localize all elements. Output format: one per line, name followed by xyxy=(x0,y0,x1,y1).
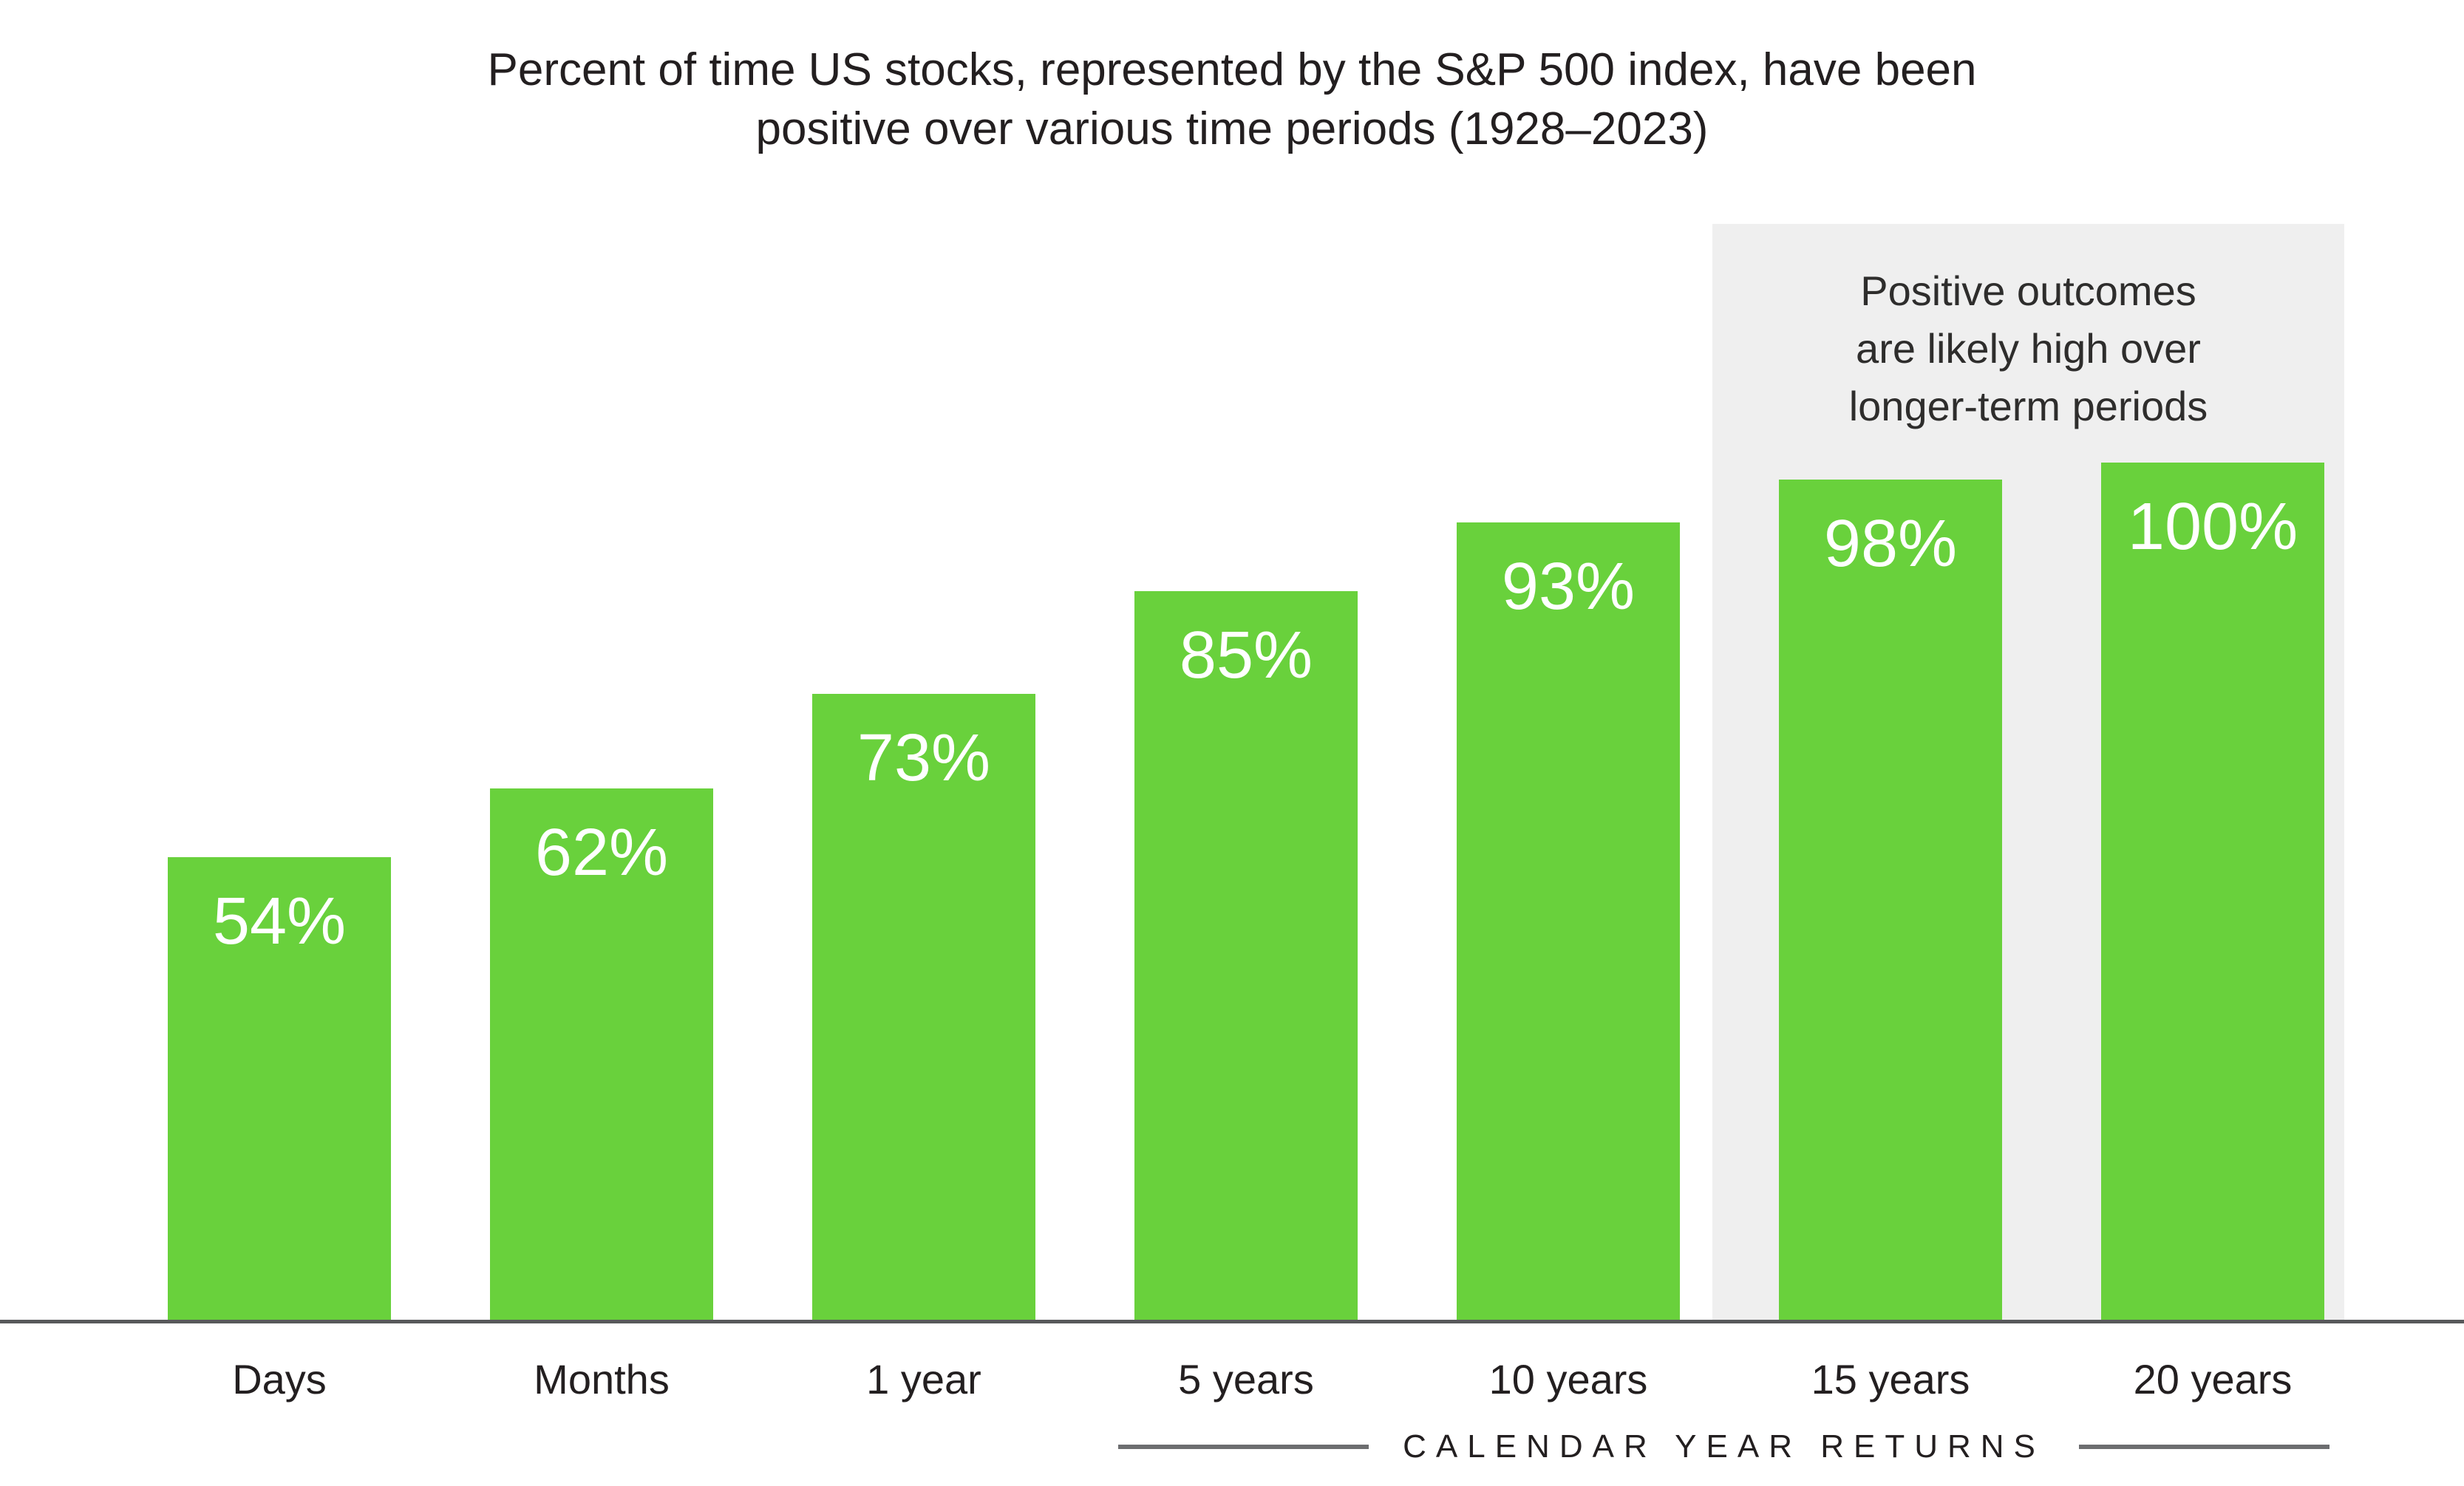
bar-value-label: 54% xyxy=(212,885,347,958)
bar-value-label: 98% xyxy=(1823,507,1958,581)
x-label-20-years: 20 years xyxy=(2133,1356,2293,1403)
bar-value-label: 93% xyxy=(1501,550,1636,624)
chart-title-line-2: positive over various time periods (1928… xyxy=(755,103,1709,154)
bar-15-years: 98% xyxy=(1779,480,2002,1320)
caption-rule-right xyxy=(2078,1445,2329,1449)
x-label-15-years: 15 years xyxy=(1811,1356,1970,1403)
caption-text: CALENDAR YEAR RETURNS xyxy=(1403,1428,2045,1465)
x-label-10-years: 10 years xyxy=(1488,1356,1648,1403)
highlight-annotation: Positive outcomes are likely high over l… xyxy=(1712,262,2344,435)
chart-title-line-1: Percent of time US stocks, represented b… xyxy=(487,44,1977,95)
annotation-line-1: Positive outcomes xyxy=(1860,267,2196,314)
bar-value-label: 85% xyxy=(1179,618,1313,692)
annotation-line-3: longer-term periods xyxy=(1848,383,2208,429)
x-label-months: Months xyxy=(534,1356,670,1403)
bar-20-years: 100% xyxy=(2101,463,2324,1320)
bar-months: 62% xyxy=(490,788,713,1320)
bar-10-years: 93% xyxy=(1457,522,1680,1320)
bar-5-years: 85% xyxy=(1134,591,1358,1320)
x-axis-caption: CALENDAR YEAR RETURNS xyxy=(1118,1423,2329,1470)
x-axis-line xyxy=(0,1320,2464,1323)
chart-title: Percent of time US stocks, represented b… xyxy=(0,41,2464,159)
bar-1-year: 73% xyxy=(812,694,1035,1320)
bar-value-label: 100% xyxy=(2127,490,2298,564)
bar-days: 54% xyxy=(168,857,391,1320)
x-label-days: Days xyxy=(232,1356,327,1403)
annotation-line-2: are likely high over xyxy=(1856,325,2201,372)
caption-rule-left xyxy=(1118,1445,1369,1449)
x-label-5-years: 5 years xyxy=(1178,1356,1314,1403)
bar-value-label: 62% xyxy=(534,816,669,890)
x-label-1-year: 1 year xyxy=(866,1356,981,1403)
bar-value-label: 73% xyxy=(857,721,991,795)
